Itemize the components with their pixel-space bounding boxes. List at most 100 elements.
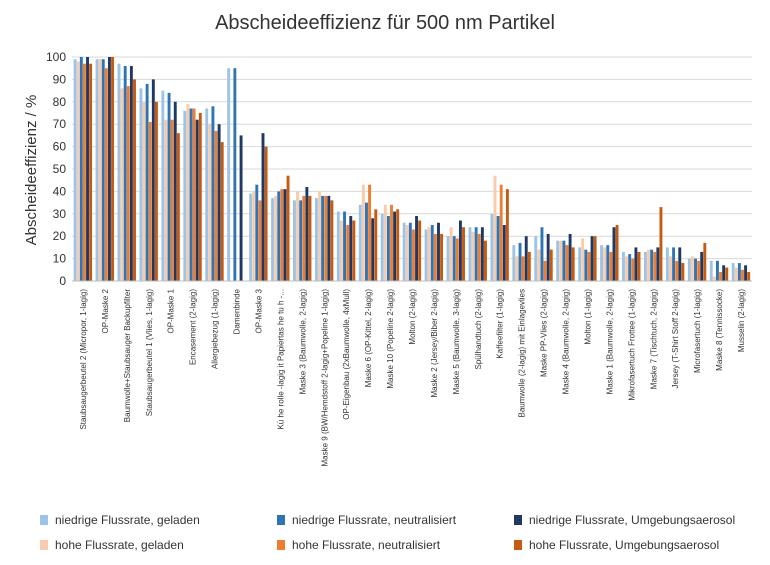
x-tick-label: Maske 3 (Baumwolle, 2-lagig) (298, 289, 307, 395)
bar (675, 260, 679, 281)
bar (731, 263, 735, 281)
legend-item: niedrige Flussrate, neutralisiert (277, 513, 456, 527)
bar (462, 227, 465, 281)
bar (142, 101, 146, 281)
bar (615, 225, 619, 281)
bar (271, 198, 274, 281)
bar (455, 238, 459, 281)
bar (339, 220, 343, 281)
bar (515, 256, 519, 281)
bar (744, 265, 748, 281)
bar (151, 79, 155, 282)
bar (546, 233, 550, 281)
bar (117, 63, 121, 281)
bar (402, 222, 406, 281)
bar (622, 251, 625, 281)
bar (101, 59, 105, 281)
bar (249, 193, 253, 281)
bar (349, 216, 353, 281)
bar (258, 200, 262, 281)
bar (217, 124, 221, 281)
bar (725, 267, 729, 281)
legend-label: niedrige Flussrate, neutralisiert (292, 513, 457, 527)
bar (277, 191, 281, 281)
bar (468, 227, 472, 281)
bar (161, 90, 165, 281)
bar (239, 135, 243, 281)
y-tick-label: 50 (53, 162, 67, 176)
bar (571, 247, 575, 281)
bar (164, 119, 168, 281)
bar (656, 247, 660, 281)
bar (480, 227, 484, 281)
x-tick-label: Maske 5 (Baumwolle, 3-lagig) (452, 289, 461, 395)
bar (390, 204, 393, 281)
x-tick-label: Maske PP-Vlies (2-lagig) (540, 289, 549, 377)
bar (612, 227, 616, 281)
x-tick-label: Musselin (2-lagig) (737, 289, 746, 352)
bar (129, 65, 133, 282)
bar (562, 240, 566, 281)
bar (490, 213, 494, 281)
bar (89, 63, 93, 281)
bar (214, 130, 218, 281)
legend-label: niedrige Flussrate, geladen (55, 513, 200, 527)
bar (590, 236, 594, 281)
bar (458, 220, 462, 281)
bar (396, 209, 400, 281)
bar (584, 249, 588, 281)
bar (581, 238, 585, 281)
legend: niedrige Flussrate, geladen niedrige Flu… (40, 507, 760, 559)
bar (324, 195, 328, 281)
bar (186, 104, 190, 281)
bar (524, 236, 528, 281)
bar (437, 222, 440, 281)
bar (496, 216, 500, 281)
x-tick-label: Maske 2 (Jersey/Biber 2-lagig) (430, 289, 439, 398)
legend-item: hohe Flussrate, geladen (40, 538, 184, 552)
bar (408, 222, 412, 281)
bar (280, 189, 284, 281)
y-tick-label: 0 (59, 274, 66, 288)
x-tick-label: Spülhandtuch (2-lagig) (474, 289, 483, 370)
bar (154, 101, 158, 281)
y-tick-label: 40 (53, 184, 67, 198)
bar (628, 254, 632, 281)
bar (534, 236, 538, 281)
bar (672, 247, 676, 281)
bar (148, 121, 152, 282)
x-tick-label: Damenbinde (233, 288, 242, 334)
bar (734, 267, 738, 281)
bar (412, 229, 415, 281)
x-tick-label: Baumwolle+Staubsauger Backupfilter (123, 289, 132, 423)
bar (556, 240, 560, 281)
bars (73, 57, 751, 282)
bar (643, 251, 647, 281)
bar (521, 256, 525, 281)
x-tick-label: Kaffeefilter (1-lagig) (496, 289, 505, 359)
bar (747, 272, 751, 281)
y-tick-label: 100 (46, 50, 66, 64)
bar (593, 236, 597, 281)
bar (73, 59, 77, 281)
bar (477, 233, 481, 281)
bar (452, 236, 456, 281)
x-tick-label: Staubsaugerbeutel 2 (Micropor, 1-lagig) (79, 289, 88, 430)
bar (471, 231, 475, 281)
bar (427, 227, 431, 281)
bar (195, 119, 199, 281)
legend-swatch (40, 540, 48, 550)
bar (205, 108, 209, 282)
bar (405, 225, 409, 281)
bar (255, 184, 259, 281)
bar (314, 198, 318, 281)
legend-swatch (514, 540, 522, 550)
bar (208, 124, 212, 281)
bar (79, 57, 83, 281)
bar (715, 260, 719, 281)
bar (393, 211, 397, 281)
x-tick-label: Maske 10 (Popeline 2-lagig) (386, 289, 395, 389)
bar (694, 258, 697, 281)
bar (647, 249, 650, 281)
bar (669, 256, 672, 281)
